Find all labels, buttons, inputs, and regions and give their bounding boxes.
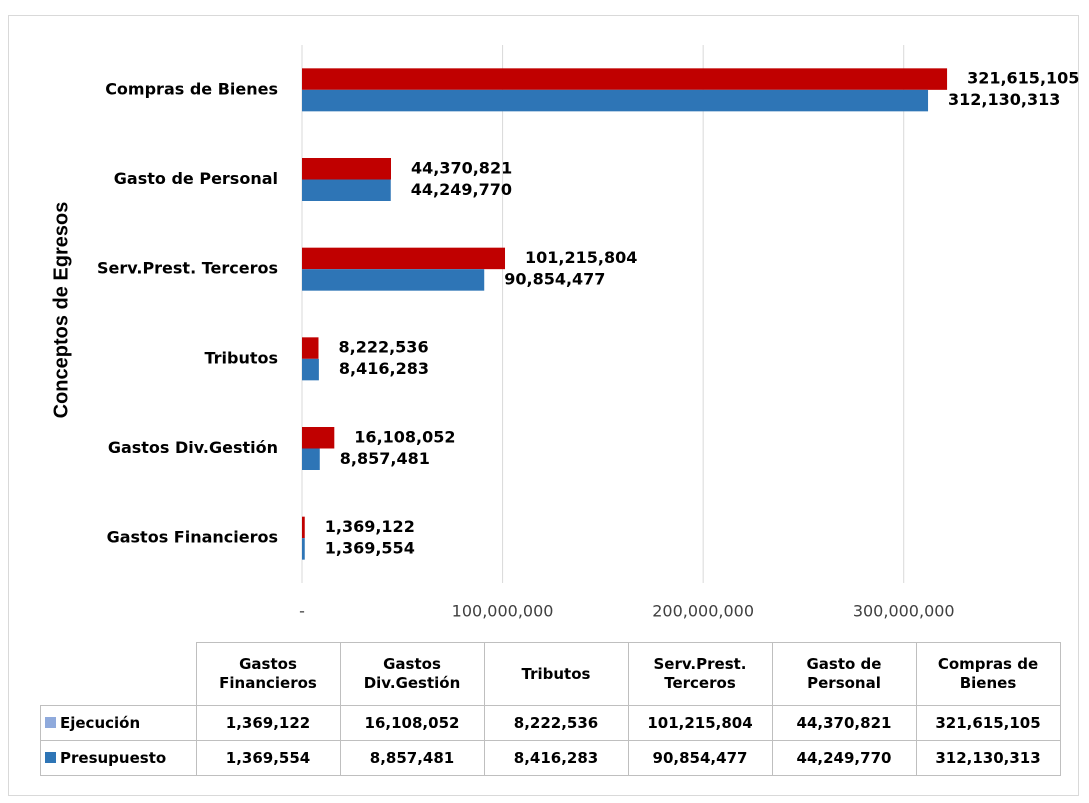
- bar: [302, 358, 319, 381]
- bar: [302, 158, 391, 180]
- table-cell: 90,854,477: [627, 740, 773, 776]
- table-cell: 1,369,554: [195, 740, 341, 776]
- bar: [302, 269, 485, 291]
- data-table: Gastos Financieros Gastos Div.Gestión Trib…: [40, 642, 1061, 776]
- table-header-row: Gastos Financieros Gastos Div.Gestión Trib…: [40, 642, 1061, 706]
- x-tick-label: -: [299, 602, 305, 621]
- legend-entry: Ejecución: [40, 705, 197, 741]
- value-label: 1,369,554: [325, 538, 415, 557]
- value-label: 8,222,536: [338, 338, 428, 357]
- legend-label: Ejecución: [60, 714, 141, 732]
- y-tick-label: Gasto de Personal: [114, 169, 278, 188]
- table-cell: 312,130,313: [915, 740, 1061, 776]
- value-label: 1,369,122: [325, 517, 415, 536]
- value-label: 8,416,283: [339, 359, 429, 378]
- table-corner: [40, 642, 197, 706]
- legend-swatch: [45, 717, 56, 728]
- legend-entry: Presupuesto: [40, 740, 197, 776]
- value-label: 44,249,770: [411, 180, 512, 199]
- value-label: 8,857,481: [340, 449, 430, 468]
- value-label: 90,854,477: [504, 269, 605, 288]
- table-cell: 8,857,481: [339, 740, 485, 776]
- bar: [302, 68, 948, 90]
- table-cell: 101,215,804: [627, 705, 773, 741]
- y-tick-label: Compras de Bienes: [105, 79, 278, 98]
- legend-label: Presupuesto: [60, 749, 167, 767]
- y-tick-label: Gastos Financieros: [107, 528, 278, 547]
- bar: [302, 427, 335, 449]
- bar: [302, 89, 929, 112]
- x-tick-label: 100,000,000: [452, 602, 554, 621]
- bar: [302, 538, 305, 560]
- value-label: 321,615,105: [967, 69, 1079, 88]
- chart-border: [8, 15, 1079, 796]
- bar: [302, 448, 320, 470]
- x-tick-label: 300,000,000: [853, 602, 955, 621]
- bar: [302, 516, 305, 539]
- table-header-cell: Gastos Div.Gestión: [339, 642, 485, 706]
- x-tick-label: 200,000,000: [652, 602, 754, 621]
- y-axis-label: Conceptos de Egresos: [50, 202, 72, 419]
- y-tick-label: Serv.Prest. Terceros: [97, 259, 278, 278]
- table-header-cell: Tributos: [483, 642, 629, 706]
- y-tick-label: Gastos Div.Gestión: [108, 438, 278, 457]
- bar: [302, 337, 319, 359]
- table-cell: 16,108,052: [339, 705, 485, 741]
- table-header-cell: Serv.Prest. Terceros: [627, 642, 773, 706]
- table-row: Presupuesto 1,369,554 8,857,481 8,416,283 90…: [40, 740, 1061, 776]
- table-row: Ejecución 1,369,122 16,108,052 8,222,536 101…: [40, 705, 1061, 741]
- y-tick-label: Tributos: [204, 348, 278, 367]
- value-label: 101,215,804: [525, 248, 637, 267]
- table-cell: 321,615,105: [915, 705, 1061, 741]
- table-header-cell: Gastos Financieros: [195, 642, 341, 706]
- bar: [302, 247, 506, 270]
- table-cell: 8,222,536: [483, 705, 629, 741]
- legend-swatch: [45, 752, 56, 763]
- table-cell: 1,369,122: [195, 705, 341, 741]
- table-cell: 44,249,770: [771, 740, 917, 776]
- table-header-cell: Gasto de Personal: [771, 642, 917, 706]
- table-cell: 44,370,821: [771, 705, 917, 741]
- bar: [302, 179, 391, 201]
- value-label: 312,130,313: [948, 90, 1060, 109]
- table-cell: 8,416,283: [483, 740, 629, 776]
- table-header-cell: Compras de Bienes: [915, 642, 1061, 706]
- value-label: 44,370,821: [411, 158, 512, 177]
- value-label: 16,108,052: [354, 427, 455, 446]
